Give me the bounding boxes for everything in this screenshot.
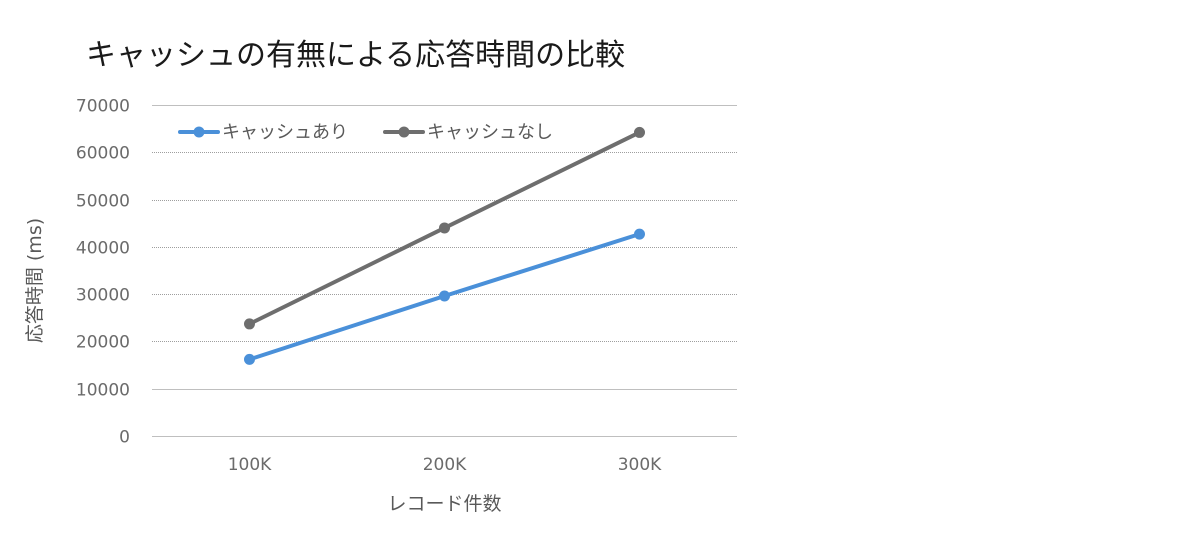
- y-tick-label: 20000: [76, 333, 130, 353]
- data-point: [634, 126, 645, 138]
- data-point: [439, 222, 450, 234]
- y-tick-label: 10000: [76, 381, 130, 401]
- y-tick-label: 70000: [76, 97, 130, 117]
- x-tick-label: 300K: [618, 455, 662, 475]
- legend-label: キャッシュなし: [427, 122, 553, 143]
- x-tick-label: 100K: [228, 455, 272, 475]
- x-axis-title: レコード件数: [387, 493, 501, 515]
- y-axis-title: 応答時間 (ms): [24, 218, 46, 343]
- y-tick-label: 30000: [76, 286, 130, 306]
- y-tick-label: 50000: [76, 192, 130, 212]
- legend-label: キャッシュあり: [222, 122, 348, 143]
- y-tick-label: 0: [119, 428, 130, 448]
- chart-title: キャッシュの有無による応答時間の比較: [86, 38, 626, 73]
- data-point: [634, 228, 645, 240]
- data-point: [439, 290, 450, 302]
- data-point: [244, 318, 255, 330]
- legend-swatch-marker: [398, 126, 410, 138]
- data-point: [244, 353, 255, 365]
- legend-swatch-marker: [193, 126, 205, 138]
- y-tick-label: 40000: [76, 239, 130, 259]
- y-tick-label: 60000: [76, 144, 130, 164]
- x-tick-label: 200K: [423, 455, 467, 475]
